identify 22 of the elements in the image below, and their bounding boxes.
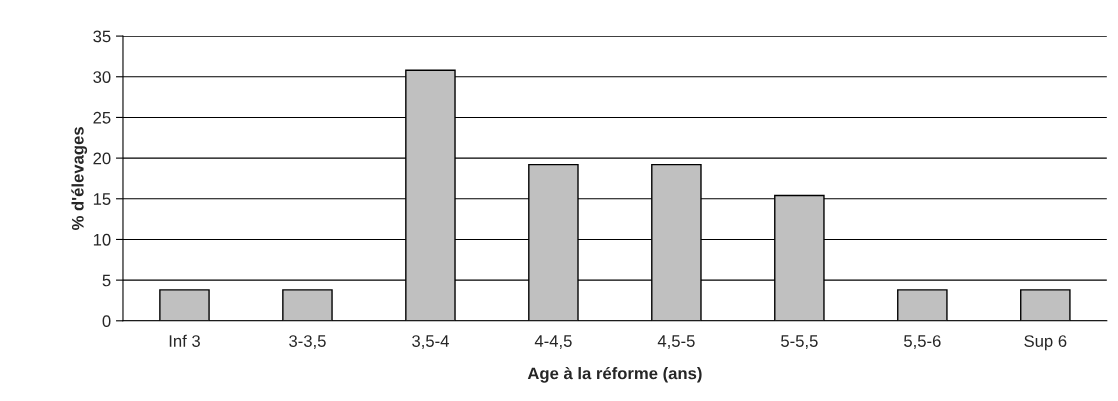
x-tick-label: 5,5-6 xyxy=(904,335,941,349)
x-tick-label: Inf 3 xyxy=(169,334,200,347)
bar xyxy=(1020,289,1071,321)
y-tick-label: 10 xyxy=(93,233,111,246)
bar xyxy=(282,289,333,321)
x-tick-label: 3-3,5 xyxy=(289,335,326,349)
x-tick-label: 4,5-5 xyxy=(657,335,695,349)
x-axis-title: Age à la réforme (ans) xyxy=(527,366,702,383)
y-tick-label: 25 xyxy=(93,111,111,124)
y-tick-label: 5 xyxy=(102,274,111,287)
x-tick-label: 4-4,5 xyxy=(534,335,572,349)
bar xyxy=(897,289,948,321)
x-tick-label: Sup 6 xyxy=(1024,335,1067,351)
y-tick-label: 20 xyxy=(93,152,111,165)
y-tick-label: 30 xyxy=(93,71,111,83)
x-tick-label: 5-5,5 xyxy=(781,335,818,349)
y-tick-label: 35 xyxy=(93,30,111,43)
x-tick-label: 3,5-4 xyxy=(412,335,449,349)
y-tick-label: 15 xyxy=(93,193,111,205)
bar xyxy=(159,289,210,321)
y-tick-label: 0 xyxy=(102,315,111,327)
y-axis-title: % d'élevages xyxy=(71,127,88,231)
